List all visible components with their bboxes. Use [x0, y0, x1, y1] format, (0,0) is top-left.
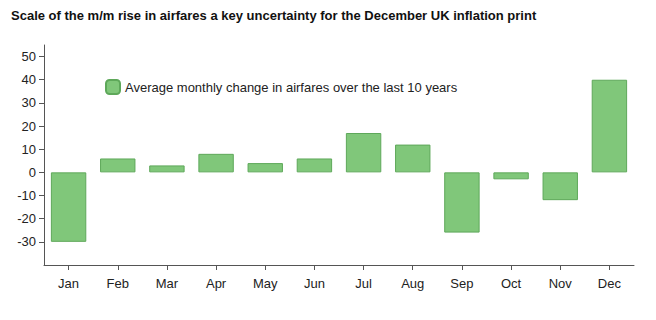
- svg-text:10: 10: [22, 142, 36, 157]
- svg-text:-10: -10: [17, 188, 36, 203]
- svg-text:Jul: Jul: [355, 276, 372, 291]
- svg-text:20: 20: [22, 119, 36, 134]
- svg-text:Sep: Sep: [450, 276, 473, 291]
- svg-text:May: May: [253, 276, 278, 291]
- svg-text:-30: -30: [17, 234, 36, 249]
- svg-text:Average monthly change in airf: Average monthly change in airfares over …: [125, 80, 458, 95]
- svg-text:Mar: Mar: [156, 276, 179, 291]
- svg-text:Apr: Apr: [206, 276, 227, 291]
- svg-text:30: 30: [22, 95, 36, 110]
- svg-text:50: 50: [22, 49, 36, 64]
- svg-text:Aug: Aug: [401, 276, 424, 291]
- svg-text:Nov: Nov: [549, 276, 573, 291]
- svg-text:Jan: Jan: [58, 276, 79, 291]
- svg-text:Dec: Dec: [598, 276, 622, 291]
- svg-text:0: 0: [29, 165, 36, 180]
- svg-text:Feb: Feb: [107, 276, 129, 291]
- svg-text:Scale of the m/m rise in airfa: Scale of the m/m rise in airfares a key …: [11, 8, 537, 23]
- svg-text:40: 40: [22, 72, 36, 87]
- svg-text:-20: -20: [17, 211, 36, 226]
- svg-text:Oct: Oct: [501, 276, 522, 291]
- svg-text:Jun: Jun: [304, 276, 325, 291]
